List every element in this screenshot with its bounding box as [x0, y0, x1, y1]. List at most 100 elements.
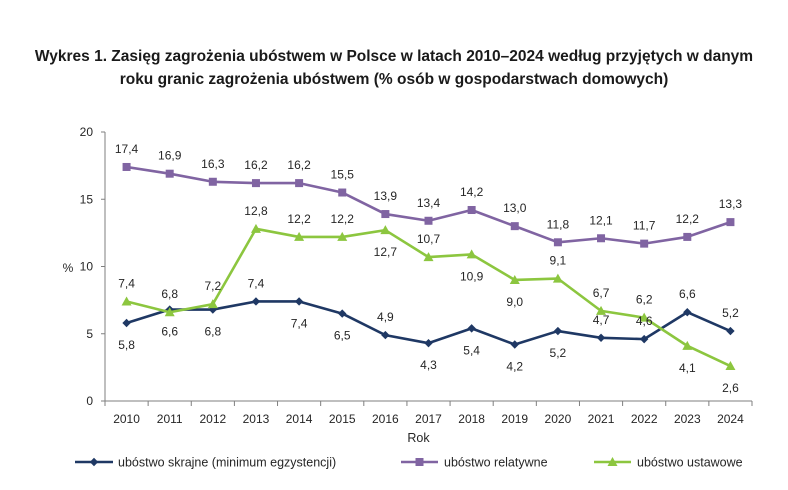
data-label-relatywne: 13,3: [719, 197, 743, 211]
data-point-ustawowe: [639, 312, 650, 322]
data-point-relatywne: [467, 206, 476, 215]
x-tick-label: 2017: [415, 412, 442, 426]
x-tick-label: 2012: [199, 412, 226, 426]
data-label-relatywne: 16,2: [244, 158, 268, 172]
x-tick-label: 2020: [545, 412, 572, 426]
data-point-relatywne: [510, 222, 519, 231]
x-tick-label: 2011: [157, 412, 183, 426]
x-axis-title: Rok: [407, 431, 430, 445]
x-tick-label: 2018: [458, 412, 485, 426]
data-point-relatywne: [726, 218, 735, 227]
data-point-skrajne: [553, 326, 563, 336]
data-point-skrajne: [510, 340, 519, 349]
data-label-skrajne: 6,6: [161, 325, 178, 339]
data-label-relatywne: 17,4: [115, 142, 139, 156]
data-label-ustawowe: 10,9: [460, 269, 484, 283]
data-point-skrajne: [338, 309, 347, 318]
data-label-ustawowe: 12,8: [244, 204, 268, 218]
data-point-ustawowe: [250, 223, 261, 233]
data-label-relatywne: 16,9: [158, 149, 182, 163]
x-tick-label: 2016: [372, 412, 399, 426]
legend-marker-ustawowe: [607, 457, 618, 466]
data-label-relatywne: 12,1: [589, 213, 613, 227]
data-point-skrajne: [467, 324, 476, 333]
data-label-skrajne: 5,8: [118, 338, 135, 352]
legend-marker-relatywne: [415, 458, 424, 466]
data-label-relatywne: 16,3: [201, 157, 225, 171]
chart-title-line-2: roku granic zagrożenia ubóstwem (% osób …: [119, 71, 669, 88]
y-tick-label: 5: [86, 327, 93, 341]
data-point-relatywne: [208, 177, 217, 186]
data-label-relatywne: 14,2: [460, 185, 484, 199]
data-label-relatywne: 13,0: [503, 201, 527, 215]
legend-label-relatywne: ubóstwo relatywne: [444, 456, 548, 470]
data-label-ustawowe: 7,4: [118, 276, 135, 290]
data-point-ustawowe: [164, 307, 175, 317]
data-label-ustawowe: 2,6: [722, 381, 739, 395]
data-point-skrajne: [639, 334, 649, 344]
legend-marker-skrajne: [89, 457, 99, 467]
data-point-ustawowe: [380, 225, 391, 235]
data-point-ustawowe: [509, 274, 520, 284]
x-tick-label: 2022: [631, 412, 658, 426]
x-tick-label: 2023: [674, 412, 701, 426]
x-tick-label: 2014: [286, 412, 313, 426]
data-label-relatywne: 13,9: [374, 189, 398, 203]
data-label-skrajne: 6,5: [334, 329, 351, 343]
legend-label-ustawowe: ubóstwo ustawowe: [637, 456, 743, 470]
x-tick-label: 2010: [113, 412, 140, 426]
data-label-skrajne: 5,4: [463, 343, 480, 357]
data-label-skrajne: 4,7: [593, 313, 610, 327]
data-label-ustawowe: 12,2: [287, 212, 311, 226]
legend-label-skrajne: ubóstwo skrajne (minimum egzystencji): [118, 456, 336, 470]
data-point-relatywne: [424, 216, 433, 225]
data-point-ustawowe: [294, 231, 305, 241]
chart-title-line-1: Wykres 1. Zasięg zagrożenia ubóstwem w P…: [34, 48, 754, 65]
data-label-ustawowe: 9,0: [506, 295, 523, 309]
data-label-ustawowe: 6,2: [636, 293, 653, 307]
data-label-ustawowe: 4,1: [679, 361, 696, 375]
data-point-relatywne: [338, 188, 347, 197]
data-label-skrajne: 4,2: [506, 360, 523, 374]
data-point-skrajne: [122, 318, 131, 328]
data-point-relatywne: [381, 210, 390, 219]
data-point-relatywne: [640, 239, 649, 248]
data-label-skrajne: 4,6: [636, 314, 653, 328]
data-point-skrajne: [381, 330, 390, 340]
data-label-relatywne: 11,7: [633, 219, 656, 233]
y-tick-label: 0: [86, 394, 93, 408]
data-label-skrajne: 6,6: [679, 287, 696, 301]
data-label-ustawowe: 6,7: [593, 286, 610, 300]
data-label-ustawowe: 6,8: [161, 287, 178, 301]
data-point-ustawowe: [682, 340, 693, 350]
x-tick-label: 2013: [243, 412, 270, 426]
data-point-relatywne: [295, 179, 304, 188]
x-tick-label: 2019: [501, 412, 528, 426]
data-point-ustawowe: [121, 296, 132, 306]
data-label-skrajne: 5,2: [550, 346, 567, 360]
y-axis-title: %: [63, 261, 74, 275]
data-label-relatywne: 15,5: [331, 168, 355, 182]
data-label-skrajne: 4,9: [377, 310, 394, 324]
data-point-ustawowe: [337, 231, 348, 241]
data-label-ustawowe: 10,7: [417, 232, 441, 246]
data-point-skrajne: [683, 308, 692, 317]
y-tick-label: 10: [80, 260, 94, 274]
data-label-skrajne: 7,4: [291, 316, 308, 330]
data-label-relatywne: 11,8: [547, 217, 570, 231]
data-label-relatywne: 13,4: [417, 196, 441, 210]
data-label-relatywne: 16,2: [287, 158, 311, 172]
data-point-ustawowe: [466, 249, 477, 259]
data-point-ustawowe: [552, 273, 563, 283]
x-tick-label: 2021: [588, 412, 615, 426]
data-label-ustawowe: 12,7: [374, 245, 398, 259]
data-label-ustawowe: 9,1: [550, 254, 567, 268]
x-tick-label: 2024: [717, 412, 744, 426]
data-label-skrajne: 6,8: [204, 325, 221, 339]
data-point-ustawowe: [423, 252, 434, 262]
data-label-relatywne: 12,2: [676, 212, 700, 226]
data-point-skrajne: [294, 297, 304, 306]
y-tick-label: 20: [80, 125, 94, 139]
